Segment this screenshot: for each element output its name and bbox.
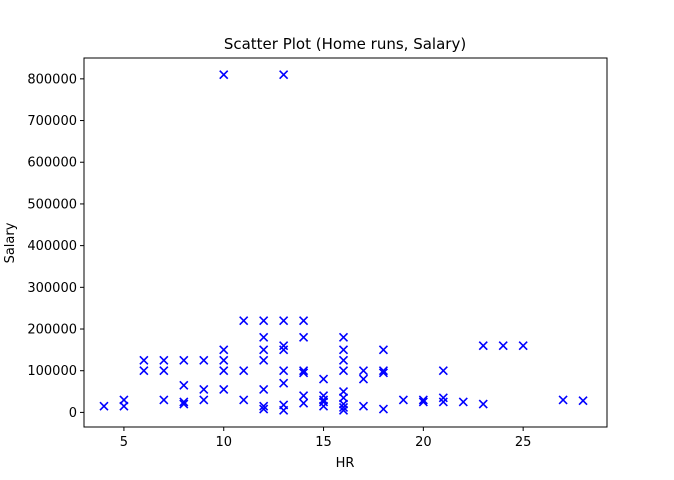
data-point: [438, 366, 448, 376]
data-point: [338, 366, 349, 376]
data-point: [139, 366, 149, 376]
data-point: [259, 355, 269, 365]
data-point: [338, 402, 349, 412]
y-tick-label: 500000: [27, 197, 77, 212]
data-point: [318, 401, 329, 411]
data-point: [259, 316, 269, 326]
y-axis-label: Salary: [3, 222, 18, 263]
data-point: [279, 70, 289, 80]
x-tick-label: 5: [120, 435, 128, 450]
data-point: [199, 355, 209, 365]
data-point: [99, 401, 109, 411]
x-axis-label: HR: [336, 456, 355, 471]
data-point: [338, 405, 349, 415]
data-point: [259, 332, 269, 342]
data-point: [378, 345, 388, 355]
data-point: [358, 401, 369, 411]
data-point: [299, 398, 309, 408]
data-point: [558, 395, 568, 405]
data-point: [179, 355, 189, 365]
data-point: [179, 399, 189, 409]
data-point: [438, 397, 448, 407]
data-point: [119, 401, 129, 411]
data-point: [299, 316, 309, 326]
data-point: [239, 316, 249, 326]
data-point: [358, 374, 369, 384]
chart-title: Scatter Plot (Home runs, Salary): [224, 35, 466, 53]
y-axis-ticks: 0 100000 200000 300000 400000 500000 600000 700…: [27, 72, 84, 421]
data-point: [318, 397, 329, 407]
data-point: [358, 366, 369, 376]
data-point: [458, 397, 468, 407]
data-point: [378, 404, 388, 414]
y-tick-label: 100000: [27, 364, 77, 379]
data-point: [299, 391, 309, 401]
y-tick-label: 600000: [27, 156, 77, 171]
data-point: [378, 366, 388, 376]
data-point: [259, 345, 269, 355]
y-tick-label: 200000: [27, 323, 77, 338]
data-point: [259, 404, 269, 414]
data-point: [338, 355, 349, 365]
data-point: [279, 345, 289, 355]
data-point: [139, 355, 149, 365]
data-point: [279, 405, 289, 415]
data-point: [239, 366, 249, 376]
data-point: [199, 384, 209, 395]
data-point: [279, 341, 289, 351]
data-point: [159, 366, 169, 376]
x-tick-label: 20: [415, 435, 432, 450]
data-point: [299, 332, 309, 342]
y-tick-label: 0: [69, 406, 77, 421]
data-point: [219, 355, 229, 365]
data-point: [279, 366, 289, 376]
data-point: [239, 395, 249, 405]
data-point: [299, 368, 309, 378]
y-tick-label: 400000: [27, 239, 77, 254]
data-point: [418, 395, 428, 405]
data-point: [498, 341, 508, 351]
x-tick-label: 25: [515, 435, 532, 450]
data-point: [338, 332, 349, 342]
data-point: [259, 401, 269, 411]
data-point: [438, 393, 448, 403]
data-point: [159, 355, 169, 365]
y-tick-label: 300000: [27, 281, 77, 296]
data-point: [259, 384, 269, 395]
x-tick-label: 15: [315, 435, 332, 450]
data-point: [159, 395, 169, 405]
data-point: [478, 341, 488, 351]
data-point: [518, 341, 528, 351]
data-point: [338, 345, 349, 355]
data-point: [219, 366, 229, 376]
data-point: [418, 397, 428, 407]
data-point: [478, 399, 488, 409]
data-point: [199, 395, 209, 405]
data-point: [318, 374, 329, 384]
data-point: [578, 396, 588, 406]
x-axis-ticks: 5 10 15 20 25: [120, 427, 532, 450]
x-tick-label: 10: [215, 435, 232, 450]
data-point: [279, 316, 289, 326]
data-point: [219, 70, 229, 80]
data-point: [299, 366, 309, 376]
data-point: [179, 397, 189, 407]
data-point: [279, 378, 289, 388]
data-point: [398, 395, 408, 405]
data-point: [378, 368, 388, 378]
y-tick-label: 700000: [27, 114, 77, 129]
data-point: [179, 380, 189, 390]
plot-area-frame: [83, 57, 608, 428]
data-point: [219, 345, 229, 355]
data-points: [99, 70, 588, 415]
data-point: [219, 384, 229, 395]
y-tick-label: 800000: [27, 72, 77, 87]
